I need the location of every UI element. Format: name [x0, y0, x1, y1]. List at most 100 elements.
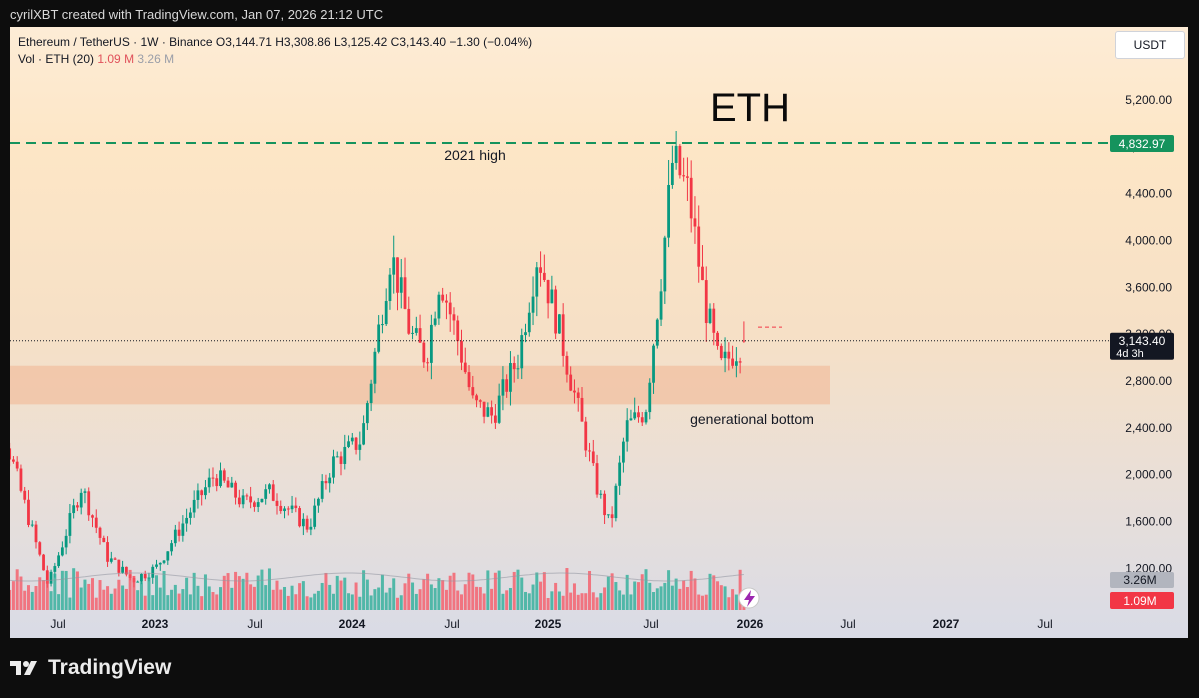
volume-bar [279, 589, 283, 610]
volume-bar [557, 591, 561, 610]
volume-label[interactable]: Vol · ETH (20) [18, 52, 95, 66]
volume-bar [166, 595, 170, 610]
candle-body [290, 505, 294, 510]
candle-body [211, 477, 215, 479]
candle-body [106, 542, 109, 562]
y-tick-label: 3,600.00 [1125, 280, 1172, 294]
price-chart[interactable]: 1,200.00 1,600.00 2,000.00 2,400.00 2,800.00… [10, 27, 1188, 638]
support-zone [10, 365, 830, 405]
volume-bar [200, 596, 204, 610]
candle-body [91, 515, 94, 518]
candle-body [388, 274, 392, 302]
volume-bar [606, 576, 610, 610]
volume-bar [79, 587, 83, 610]
volume-bar [177, 593, 181, 610]
candle-body [704, 280, 708, 324]
candle-body [591, 451, 595, 464]
candle-body [381, 324, 384, 326]
volume-bar [34, 586, 38, 610]
volume-bar [569, 592, 573, 610]
volume-bar [640, 574, 644, 610]
volume-bar [188, 594, 192, 610]
volume-bar [603, 587, 607, 610]
volume-bar [505, 590, 509, 610]
volume-bar [625, 574, 629, 610]
volume-bar [490, 588, 494, 610]
candle-body [712, 308, 716, 333]
volume-bar [271, 589, 275, 610]
volume-bar [151, 595, 155, 610]
volume-bar [539, 581, 543, 610]
volume-bar [83, 579, 87, 610]
volume-bar [53, 573, 57, 610]
volume-bar [102, 589, 106, 610]
candle-body [226, 480, 230, 488]
candle-body [38, 542, 42, 555]
candle-body [362, 423, 365, 445]
volume-bar [414, 593, 418, 610]
volume-bar [64, 570, 68, 610]
candle-body [573, 390, 576, 393]
volume-bar [10, 589, 12, 610]
y-tick-label: 5,200.00 [1125, 93, 1172, 107]
candle-body [652, 345, 655, 383]
volume-bar [15, 569, 19, 610]
volume-bar [437, 578, 441, 610]
candle-body [663, 237, 667, 292]
candle-body [347, 441, 350, 447]
candle-body [354, 437, 358, 450]
volume-bar [636, 582, 640, 610]
volume-bar [237, 576, 241, 610]
volume-bar [497, 570, 501, 610]
volume-bar [475, 586, 479, 610]
volume-bar [682, 580, 686, 610]
volume-bar [407, 573, 411, 610]
candle-body [433, 318, 437, 325]
volume-ma-tag [1110, 572, 1174, 588]
candle-body [124, 566, 128, 575]
volume-bar [734, 594, 738, 610]
volume-bar [456, 590, 460, 610]
symbol-name[interactable]: Ethereum / TetherUS · 1W · Binance [18, 35, 213, 49]
candle-body [192, 499, 196, 513]
candle-body [49, 571, 53, 584]
candle-body [136, 581, 140, 583]
volume-bar [305, 596, 309, 610]
candle-body [411, 332, 414, 334]
x-tick-label: Jul [444, 617, 459, 631]
volume-bar [542, 572, 546, 610]
currency-button[interactable]: USDT [1115, 31, 1185, 59]
volume-bar [588, 570, 592, 610]
candle-body [324, 481, 328, 484]
chart-panel[interactable]: 1,200.00 1,600.00 2,000.00 2,400.00 2,800.00… [10, 27, 1188, 638]
candle-body [456, 320, 460, 342]
candle-body [467, 372, 471, 388]
volume-bar [727, 597, 731, 610]
volume-bar [106, 586, 110, 610]
candle-body [407, 308, 411, 334]
volume-bar [324, 572, 328, 610]
volume-bar [633, 581, 637, 610]
candle-body [68, 513, 72, 536]
volume-bar [147, 577, 151, 610]
candle-body [689, 177, 693, 219]
candle-body [441, 294, 445, 301]
candle-body [245, 495, 249, 497]
candle-body [60, 547, 64, 556]
candle-body [309, 526, 313, 530]
volume-bar [313, 593, 317, 610]
candle-body [23, 490, 27, 500]
ohlc-values: O3,144.71 H3,308.86 L3,125.42 C3,143.40 … [215, 35, 533, 49]
candle-body [305, 518, 309, 530]
candle-body [501, 379, 505, 396]
volume-bar [667, 570, 671, 610]
volume-bar [347, 593, 351, 610]
y-tick-label: 1,200.00 [1125, 561, 1172, 575]
volume-bar [132, 575, 136, 610]
candle-body [486, 407, 490, 417]
volume-bar [501, 593, 505, 610]
candle-body [637, 412, 640, 418]
volume-bar [60, 570, 64, 610]
volume-bar [591, 592, 595, 610]
volume-bar [618, 590, 622, 610]
